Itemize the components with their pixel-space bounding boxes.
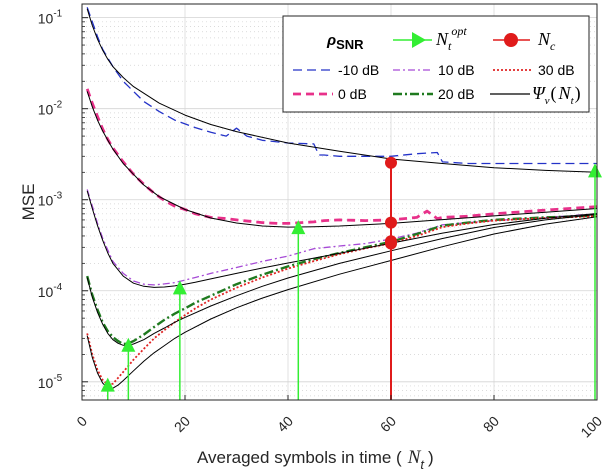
n-opt-marker [291, 220, 306, 235]
legend-label: 0 dB [338, 86, 367, 102]
legend-psi-sub: v [545, 95, 550, 107]
y-axis-label: MSE [19, 184, 38, 221]
legend-nc-marker [504, 33, 518, 47]
legend-nopt-var: N [435, 29, 449, 49]
legend-series: -10 dB 10 dB 30 dB 0 dB 20 dB [293, 62, 575, 102]
legend-nopt-sup: opt [451, 24, 467, 38]
y-tick-label: 10-4 [38, 282, 63, 300]
y-tick-label-base: 10 [38, 11, 54, 27]
legend-nopt-label: Ntopt [435, 24, 467, 53]
legend-psi-argsub: t [571, 95, 575, 107]
legend-psi-open: ( [551, 83, 557, 104]
n-opt-marker [100, 377, 115, 392]
legend-nc-var: N [537, 29, 551, 49]
series-line--10-db [86, 7, 597, 165]
legend-label: 10 dB [438, 62, 475, 78]
plot-frame [81, 3, 598, 401]
y-tick-label: 10-1 [38, 9, 63, 27]
legend-psi-symbol: Ψ [532, 83, 547, 103]
legend-psi-var: N [558, 83, 572, 103]
x-axis-label: Averaged symbols in time ( Nt) [197, 447, 434, 472]
y-tick-label-base: 10 [38, 102, 54, 118]
legend-nc-label: Nc [537, 29, 556, 53]
x-axis-label-var: N [407, 447, 422, 468]
legend-title-rho: ρ [326, 32, 336, 49]
y-tick-label-exp: -4 [53, 282, 62, 293]
y-tick-label: 10-3 [38, 191, 63, 209]
x-axis-label-main: Averaged symbols in time ( [197, 448, 402, 467]
x-axis-label-close: ) [428, 448, 434, 467]
legend-psi-close: ) [575, 83, 581, 104]
series-line-20-db [86, 214, 598, 346]
y-tick-label: 10-2 [38, 100, 63, 118]
n-opt-marker [588, 163, 602, 178]
n-opt-marker [172, 280, 187, 295]
legend-title: ρSNR [326, 32, 364, 52]
legend-label: 30 dB [538, 62, 575, 78]
n-opt-marker [121, 337, 136, 352]
n-c-marker [385, 237, 397, 250]
legend-nopt-marker [412, 32, 426, 48]
x-axis-label-sub: t [420, 457, 425, 472]
n-c-marker [385, 156, 397, 169]
series-line-30-db [86, 215, 598, 386]
legend-label: -10 dB [338, 62, 379, 78]
y-tick-label-base: 10 [38, 375, 54, 391]
legend-title-sub: SNR [336, 37, 364, 52]
legend-nopt-sub: t [448, 39, 452, 53]
legend-nc-sub: c [550, 39, 556, 53]
y-tick-label-exp: -5 [53, 373, 62, 384]
legend: ρSNR Ntopt Nc -10 dB 10 dB 30 dB0 dB 20 dB … [282, 15, 590, 113]
series-layer [85, 7, 598, 389]
series-line--v-n-t- [86, 8, 598, 173]
legend-box [282, 15, 590, 113]
legend-label: 20 dB [438, 86, 475, 102]
y-tick-label-base: 10 [38, 284, 54, 300]
series-line--v-n-t-0-db [86, 91, 598, 228]
stem-layer [100, 156, 602, 400]
n-c-marker [385, 216, 397, 229]
y-tick-label-base: 10 [38, 193, 54, 209]
series-line-0-db [85, 88, 598, 225]
legend-psi-label: Ψv(Nt) [532, 83, 581, 107]
y-tick-label: 10-5 [38, 373, 63, 391]
y-tick-label-exp: -3 [53, 191, 62, 202]
y-tick-label-exp: -2 [53, 100, 62, 111]
y-tick-label-exp: -1 [53, 9, 62, 20]
